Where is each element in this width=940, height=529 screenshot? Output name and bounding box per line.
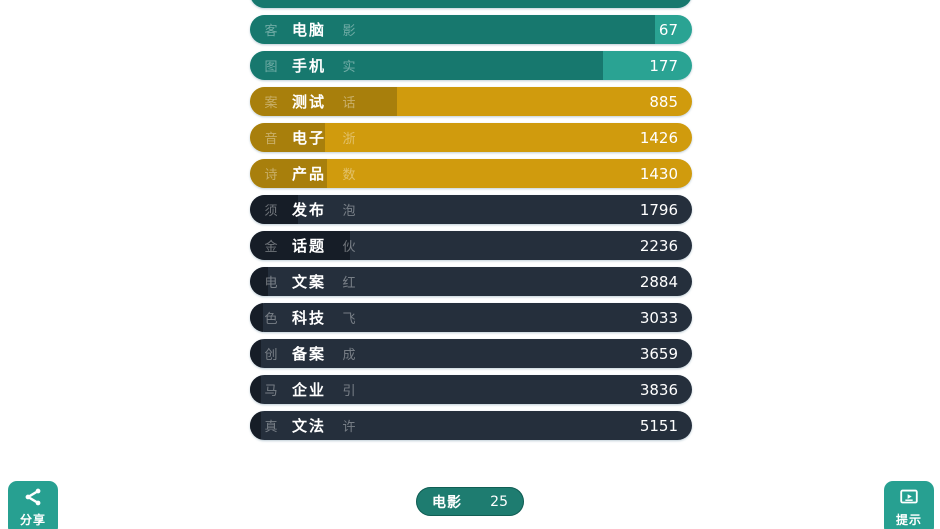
bar-fill [250, 51, 604, 80]
bar-label: 文法 [292, 417, 327, 435]
bar-fill [250, 375, 262, 404]
bar-label: 电脑 [292, 21, 327, 39]
ghost-label-left: 创 [264, 348, 278, 363]
ghost-label-left: 真 [264, 420, 278, 435]
bar-label: 话题 [292, 237, 327, 255]
bar-row: 电 文案 红 2884 [250, 267, 692, 296]
share-button[interactable]: 分享 [8, 481, 58, 529]
bar-row: 图 手机 实 177 [250, 51, 692, 80]
ghost-label-left: 金 [264, 240, 278, 255]
bar-row: 案 测试 话 885 [250, 87, 692, 116]
ghost-label-right: 实 [342, 60, 356, 75]
category-label: 电影 [432, 494, 462, 511]
bar-label: 企业 [292, 381, 327, 399]
bar-fill [250, 87, 398, 116]
ghost-label-left: 色 [264, 312, 278, 327]
bar-row: 音 电子 浙 1426 [250, 123, 692, 152]
bar-label: 科技 [292, 309, 327, 327]
ghost-label-left: 诗 [264, 168, 278, 183]
category-counter-badge: 电影 25 [416, 487, 524, 516]
ghost-label-left: 图 [264, 60, 278, 75]
bar-fill [250, 123, 326, 152]
bar-value: 67 [658, 20, 678, 39]
bar-label: 测试 [292, 93, 327, 111]
ghost-label-left: 马 [264, 384, 278, 399]
bar-label: 产品 [292, 165, 327, 183]
bar-fill [250, 303, 264, 332]
bar-fill [250, 267, 269, 296]
bar-fill [250, 411, 262, 440]
ghost-label-right: 话 [342, 96, 356, 111]
screen-play-icon [898, 486, 920, 508]
hint-button[interactable]: 提示 [884, 481, 934, 529]
ghost-label-right: 影 [342, 24, 356, 39]
ghost-label-right: 数 [342, 168, 356, 183]
share-icon [22, 486, 44, 508]
bar-fill [250, 231, 350, 260]
bar-row: 诗 产品 数 1430 [250, 159, 692, 188]
bar-row-partial-top [250, 0, 692, 8]
bar-label: 手机 [292, 57, 327, 75]
bar-value: 3033 [639, 308, 678, 327]
ghost-label-left: 客 [264, 24, 278, 39]
bar-value: 1796 [639, 200, 678, 219]
bar-row: 色 科技 飞 3033 [250, 303, 692, 332]
ghost-label-left: 案 [264, 96, 278, 111]
bar-label: 文案 [292, 273, 327, 291]
bar-fill [250, 195, 299, 224]
bar-value: 3836 [639, 380, 678, 399]
hint-button-label: 提示 [895, 513, 922, 527]
ghost-label-right: 成 [342, 348, 356, 363]
bar-row: 真 文法 许 5151 [250, 411, 692, 440]
bar-fill [250, 0, 692, 8]
ghost-label-right: 飞 [342, 312, 356, 327]
ghost-label-right: 许 [342, 420, 356, 435]
ghost-label-right: 泡 [342, 204, 356, 219]
ghost-label-right: 红 [342, 276, 356, 291]
bar-value: 3659 [639, 344, 678, 363]
ghost-label-right: 伙 [342, 240, 356, 255]
share-button-label: 分享 [19, 513, 46, 527]
bar-value: 2884 [639, 272, 678, 291]
bar-value: 2236 [639, 236, 678, 255]
bar-value: 5151 [639, 416, 678, 435]
bar-value: 1430 [639, 164, 678, 183]
bar-row: 须 发布 泡 1796 [250, 195, 692, 224]
bar-label: 发布 [292, 201, 327, 219]
category-count: 25 [490, 493, 508, 510]
bar-fill [250, 15, 655, 44]
bar-row: 客 电脑 影 67 [250, 15, 692, 44]
bar-value: 885 [649, 92, 678, 111]
bar-row: 马 企业 引 3836 [250, 375, 692, 404]
bar-fill [250, 159, 327, 188]
bar-row: 金 话题 伙 2236 [250, 231, 692, 260]
bar-row: 创 备案 成 3659 [250, 339, 692, 368]
ghost-label-right: 引 [342, 384, 356, 399]
bar-fill [250, 339, 262, 368]
bar-label: 备案 [292, 345, 327, 363]
bar-value: 177 [649, 56, 678, 75]
ghost-label-right: 浙 [342, 132, 356, 147]
bar-label: 电子 [292, 129, 327, 147]
ghost-label-left: 电 [264, 276, 278, 291]
ghost-label-left: 音 [264, 132, 278, 147]
bar-value: 1426 [639, 128, 678, 147]
ghost-label-left: 须 [264, 204, 278, 219]
